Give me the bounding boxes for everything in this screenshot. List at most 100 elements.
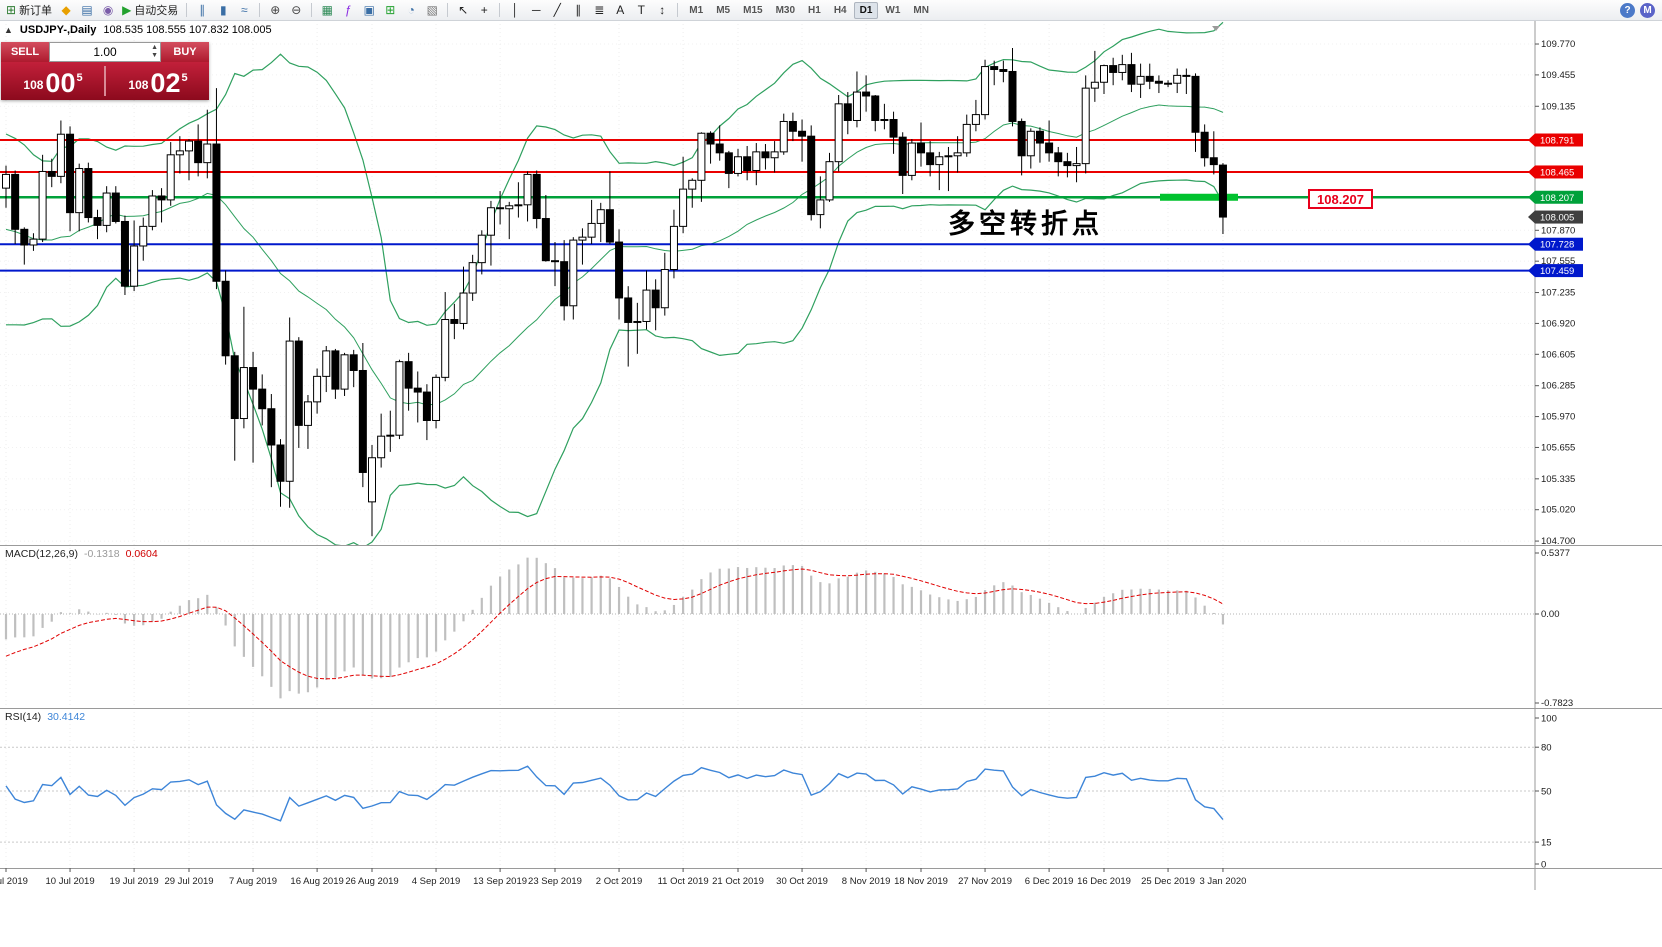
pivot-highlight-bar[interactable] [1160,193,1238,201]
svg-text:107.459: 107.459 [1540,266,1574,277]
timeframe-m1-button[interactable]: M1 [689,4,704,16]
svg-text:106.920: 106.920 [1541,318,1575,329]
text-icon-button[interactable]: A [610,1,630,19]
market-watch-icon-button[interactable]: ▤ [77,1,97,19]
indicators-icon-button[interactable]: ƒ [338,1,358,19]
search-icon[interactable]: ? [1620,2,1635,18]
chart-background [0,20,1662,890]
svg-text:107.728: 107.728 [1540,240,1574,251]
sell-button[interactable]: SELL [1,42,49,62]
grid-layer [0,20,1535,868]
timeframe-d1-button[interactable]: D1 [853,1,879,19]
timeframe-h1-button[interactable]: H1 [808,4,821,16]
svg-text:106.605: 106.605 [1541,349,1575,360]
zoom-in-icon: ⊕ [270,3,281,17]
candlestick-chart-icon-button[interactable]: ▮ [213,1,233,19]
timeframe-m5-button[interactable]: M5 [716,4,731,16]
alerts-icon: ◆ [61,3,71,17]
one-click-trading-panel: SELL 1.00 ▲ ▼ BUY 108 00 5 108 02 5 [1,42,209,100]
rsi-panel-content [0,746,1535,843]
line-chart-icon-button[interactable]: ≈ [234,1,254,19]
cursor-icon-button[interactable]: ↖ [453,1,473,19]
horizontal-line-icon: ─ [532,3,541,17]
cursor-icon: ↖ [458,3,469,17]
svg-text:105.020: 105.020 [1541,505,1575,516]
spinner-up-icon[interactable]: ▲ [151,44,158,51]
chart-shift-marker[interactable] [1212,26,1220,31]
channel-icon: ∥ [575,3,582,17]
svg-text:16 Dec 2019: 16 Dec 2019 [1077,876,1131,887]
toolbar-separator [677,3,679,17]
timeframe-m15-button[interactable]: M15 [743,4,763,16]
timeframe-m30-button[interactable]: M30 [775,4,796,16]
line-chart-icon: ≈ [241,3,248,17]
vertical-line-icon-button[interactable]: │ [505,1,525,19]
spinner-down-icon[interactable]: ▼ [151,52,158,59]
candles-layer [2,47,1227,537]
rsi-name: RSI(14) [5,711,42,723]
svg-text:105.970: 105.970 [1541,412,1575,423]
autotrading-icon: ▶ [122,3,132,17]
navigator-icon-button[interactable]: ◉ [98,1,118,19]
svg-text:108.005: 108.005 [1540,213,1574,224]
buy-button[interactable]: BUY [161,42,209,62]
price-callout-label[interactable]: 108.207 [1308,189,1373,209]
zoom-in-icon-button[interactable]: ⊕ [265,1,285,19]
grid-icon: ▦ [321,3,333,17]
svg-text:10 Jul 2019: 10 Jul 2019 [45,876,94,887]
template-icon-button[interactable]: ▧ [422,1,442,19]
timeframe-w1-button[interactable]: W1 [885,4,901,16]
channel-icon-button[interactable]: ∥ [568,1,588,19]
svg-text:18 Nov 2019: 18 Nov 2019 [894,876,948,887]
macd-panel-content [0,557,1535,699]
candlestick-chart-icon: ▮ [219,3,227,17]
alerts-icon-button[interactable]: ◆ [56,1,76,19]
svg-text:8 Nov 2019: 8 Nov 2019 [842,876,891,887]
svg-text:25 Dec 2019: 25 Dec 2019 [1141,876,1195,887]
arrows-icon-button[interactable]: ↕ [652,1,672,19]
time-axis[interactable]: 1 Jul 2019 10 Jul 2019 19 Jul 2019 29 Jul 2… [0,868,1246,887]
buy-price-display[interactable]: 108 02 5 [106,62,209,100]
timeframe-h4-button[interactable]: H4 [833,4,847,16]
period-icon: ◔ [407,3,415,17]
volume-input[interactable]: 1.00 ▲ ▼ [49,42,161,62]
new-order-button[interactable]: ⊞ 新订单 [3,1,55,19]
sell-price-big: 00 [45,68,76,98]
svg-text:0.00: 0.00 [1541,609,1560,620]
svg-text:108.465: 108.465 [1540,167,1574,178]
fibonacci-icon-button[interactable]: ≣ [589,1,609,19]
sell-price-display[interactable]: 108 00 5 [1,62,104,100]
svg-text:108.791: 108.791 [1540,136,1574,147]
trendline-icon-button[interactable]: ╱ [547,1,567,19]
arrows-icon: ↕ [659,3,666,17]
price-axis[interactable]: 109.770 109.455 109.135 107.870 107.555 107.2… [1528,20,1583,890]
community-icon[interactable]: M [1640,2,1655,18]
toolbar-separator [259,3,261,17]
horizontal-line-icon-button[interactable]: ─ [526,1,546,19]
zoom-out-icon-button[interactable]: ⊖ [286,1,306,19]
volume-spinner[interactable]: ▲ ▼ [151,44,158,60]
tile-windows-icon-button[interactable]: ▣ [359,1,379,19]
svg-text:6 Dec 2019: 6 Dec 2019 [1025,876,1074,887]
rsi-axis[interactable]: 100 80 50 15 0 [1535,714,1557,871]
new-window-icon-button[interactable]: ⊞ [380,1,400,19]
trade-panel-toggle[interactable]: ▲ [4,25,13,35]
buy-price-prefix: 108 [128,78,149,92]
label-icon-button[interactable]: T [631,1,651,19]
period-icon-button[interactable]: ◔ [401,1,421,19]
macd-name: MACD(12,26,9) [5,548,78,560]
bar-chart-icon-button[interactable]: ∥ [192,1,212,19]
timeframe-mn-button[interactable]: MN [913,4,929,16]
grid-icon-button[interactable]: ▦ [317,1,337,19]
crosshair-icon-button[interactable]: + [474,1,494,19]
toolbar-separator [499,3,501,17]
bid-ask-display: 108 00 5 108 02 5 [1,62,209,100]
autotrading-button[interactable]: ▶ 自动交易 [119,1,181,19]
trade-panel-header: SELL 1.00 ▲ ▼ BUY [1,42,209,62]
symbol-period-label: USDJPY-,Daily [19,24,97,36]
svg-text:0: 0 [1541,860,1546,871]
svg-text:100: 100 [1541,714,1557,725]
macd-axis[interactable]: 0.5377 0.00 -0.7823 [1535,548,1573,709]
